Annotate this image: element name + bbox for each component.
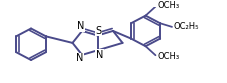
Text: N: N bbox=[95, 50, 103, 60]
Text: N: N bbox=[77, 21, 84, 31]
Text: OCH₃: OCH₃ bbox=[157, 52, 179, 61]
Text: S: S bbox=[95, 26, 101, 36]
Text: N: N bbox=[76, 53, 83, 63]
Text: OC₂H₅: OC₂H₅ bbox=[173, 22, 199, 31]
Text: OCH₃: OCH₃ bbox=[157, 1, 179, 10]
